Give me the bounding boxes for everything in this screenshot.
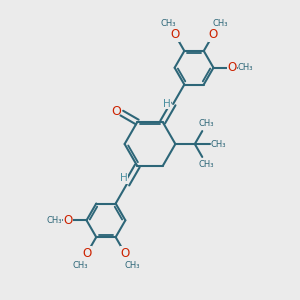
Text: O: O [120,247,130,260]
Text: CH₃: CH₃ [124,261,140,270]
Text: O: O [112,105,122,118]
Text: CH₃: CH₃ [199,119,214,128]
Text: CH₃: CH₃ [46,216,62,225]
Text: CH₃: CH₃ [199,160,214,169]
Text: O: O [227,61,237,74]
Text: O: O [63,214,73,227]
Text: H: H [120,173,128,183]
Text: CH₃: CH₃ [72,261,88,270]
Text: O: O [82,247,91,260]
Text: O: O [170,28,180,41]
Text: CH₃: CH₃ [211,140,226,148]
Text: CH₃: CH₃ [238,63,254,72]
Text: H: H [163,99,170,109]
Text: CH₃: CH₃ [160,19,176,28]
Text: O: O [208,28,217,41]
Text: CH₃: CH₃ [212,19,228,28]
